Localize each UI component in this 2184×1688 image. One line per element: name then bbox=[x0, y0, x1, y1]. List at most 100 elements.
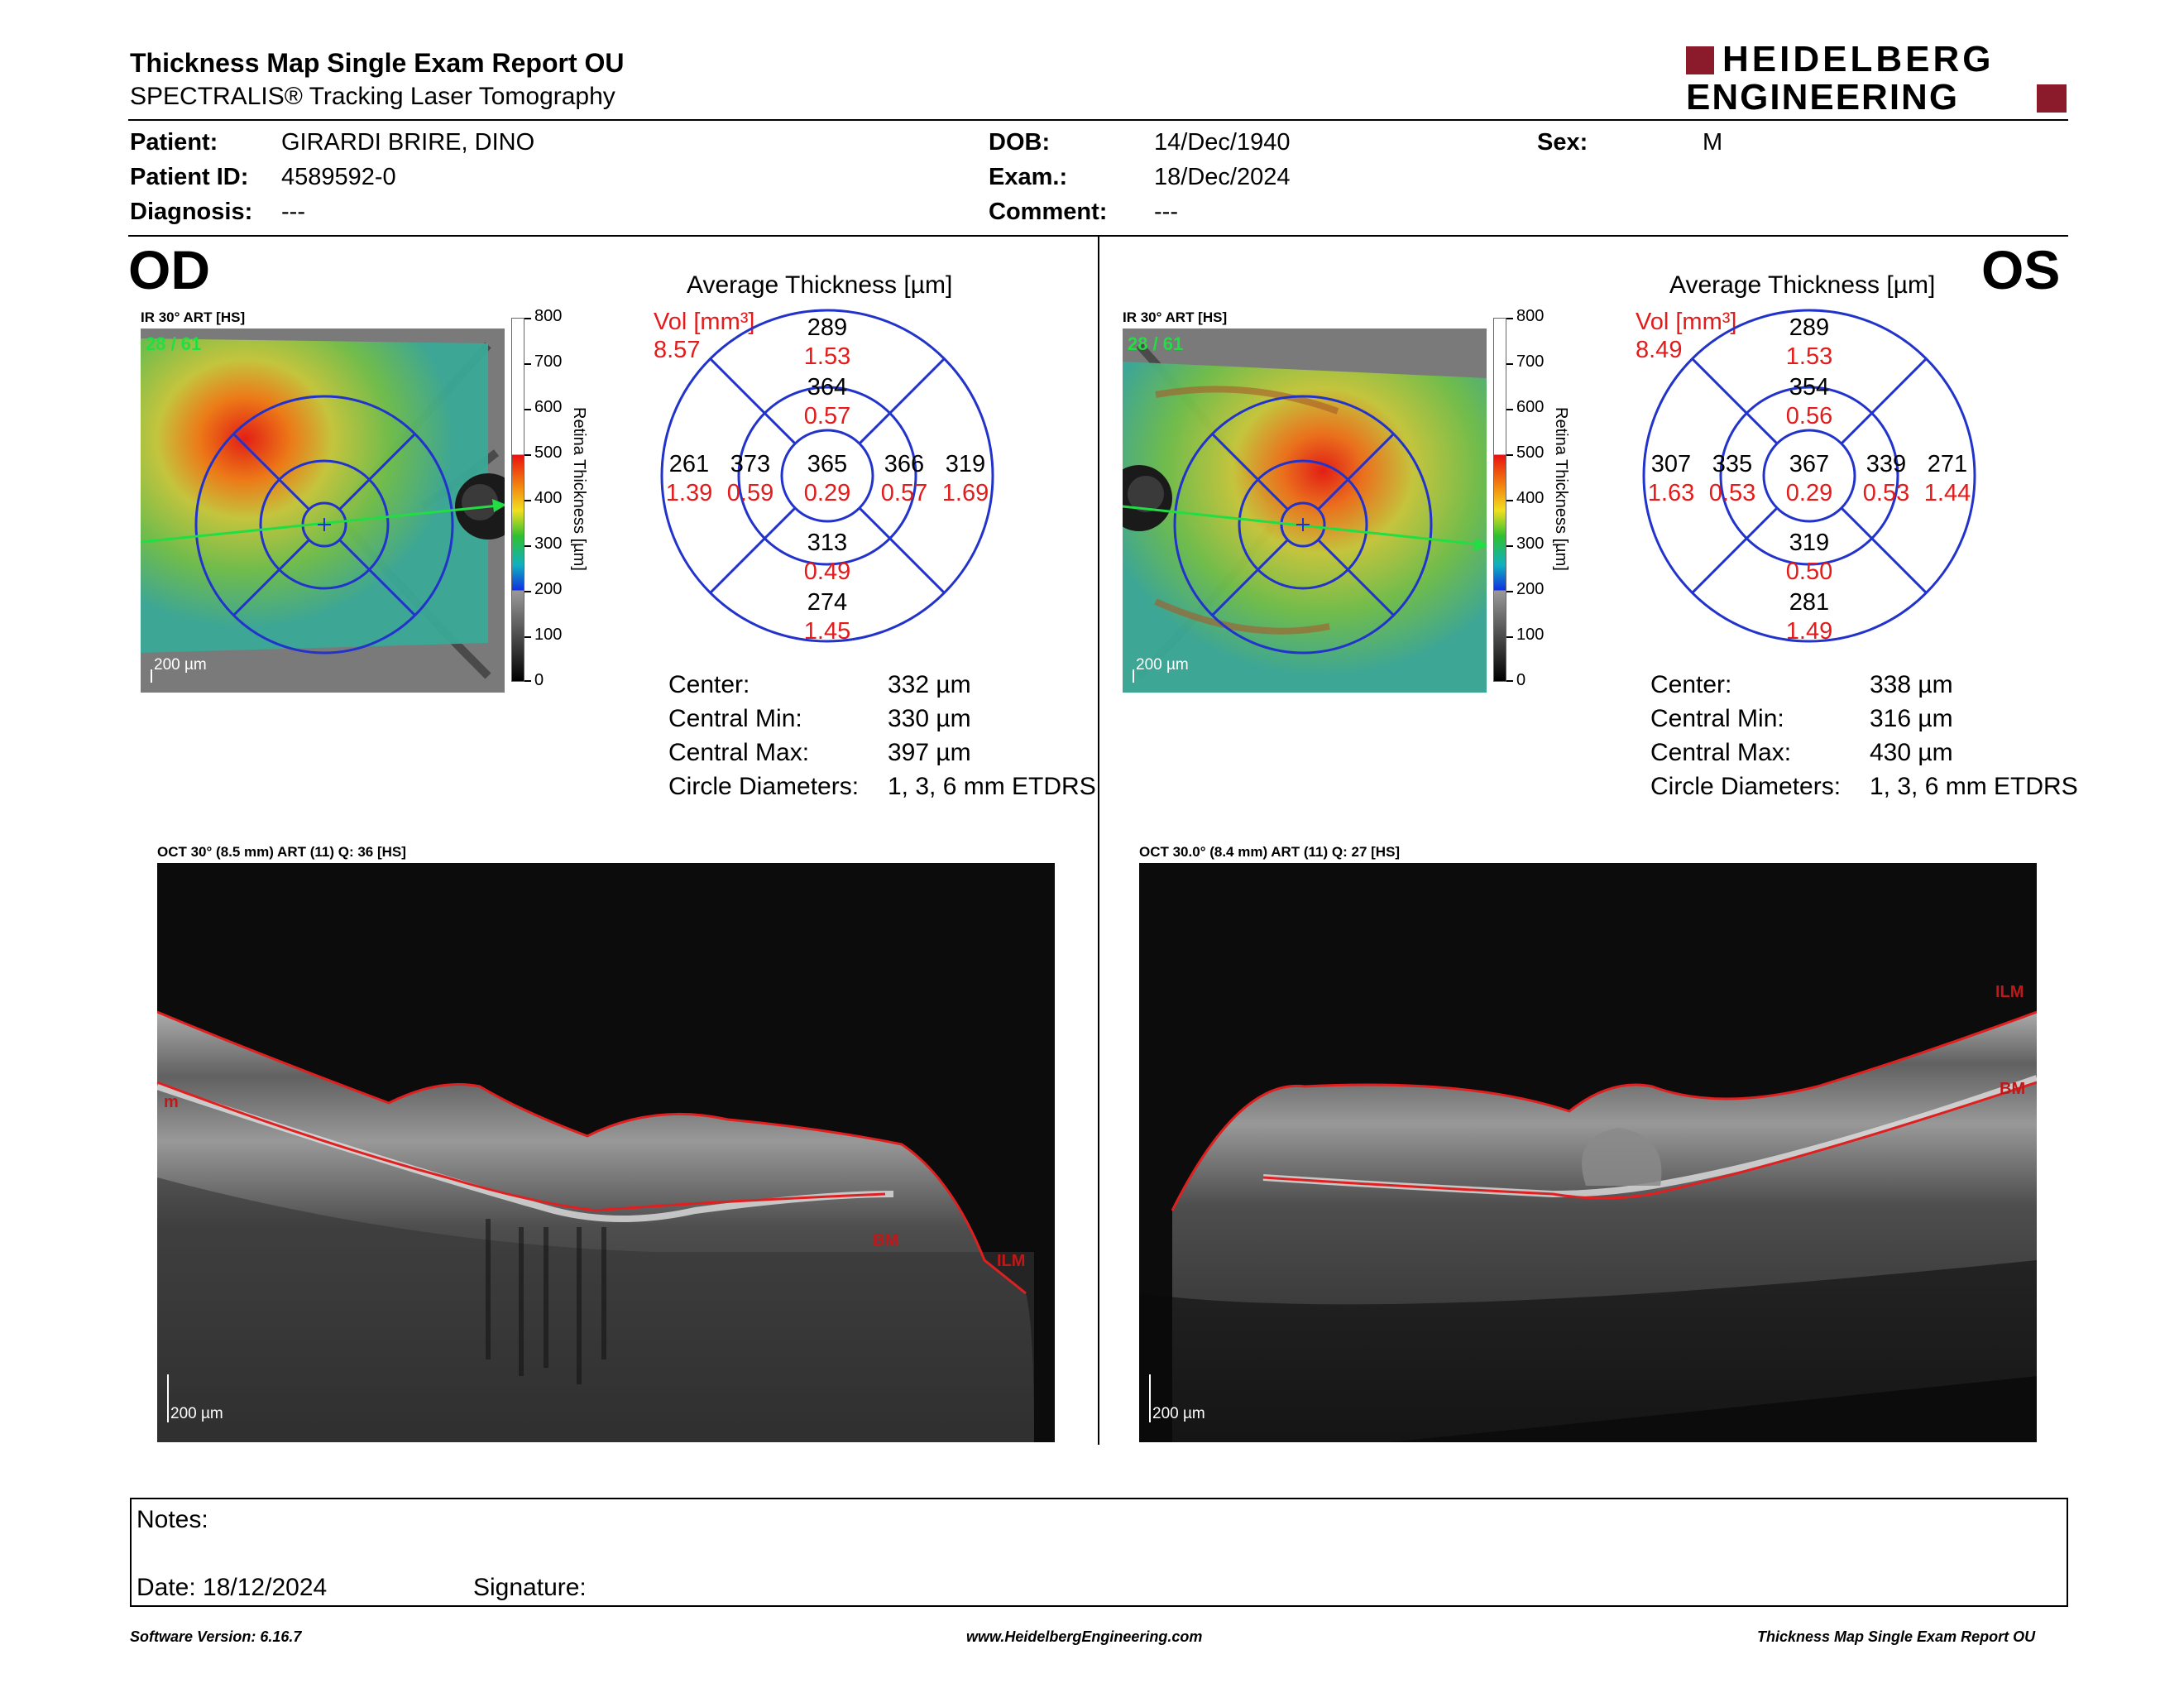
exam-label: Exam.: bbox=[989, 164, 1068, 190]
od-scale-tick-300: 300 bbox=[534, 535, 563, 553]
od-scale-tick-800: 800 bbox=[534, 307, 563, 325]
os-oct-ilm-label: ILM bbox=[1995, 983, 2024, 1001]
os-avg-title: Average Thickness [µm] bbox=[1669, 271, 1936, 299]
od-stat-min-value: 330 µm bbox=[888, 705, 971, 732]
os-sector-outer-bottom-thickness: 281 bbox=[1789, 589, 1830, 616]
logo-square-bottom bbox=[2037, 84, 2067, 113]
diagnosis-label: Diagnosis: bbox=[130, 199, 253, 225]
patient-label: Patient: bbox=[130, 129, 218, 156]
os-stat-min-label: Central Min: bbox=[1650, 705, 1784, 732]
od-scale-ticks bbox=[524, 318, 531, 682]
comment-value: --- bbox=[1154, 199, 1178, 225]
od-sector-inner-right-thickness: 366 bbox=[884, 451, 925, 477]
od-sector-outer-bottom-volume: 1.45 bbox=[803, 618, 851, 645]
od-scale-tick-500: 500 bbox=[534, 444, 563, 462]
patient-id-label: Patient ID: bbox=[130, 164, 249, 190]
od-sector-inner-bottom-volume: 0.49 bbox=[803, 559, 851, 585]
os-frame-counter: 28 / 61 bbox=[1128, 333, 1184, 354]
patient-divider bbox=[128, 235, 2068, 237]
os-oct-bm-label: BM bbox=[2000, 1080, 2026, 1098]
od-vol-value: 8.57 bbox=[654, 337, 701, 363]
os-sector-center-volume: 0.29 bbox=[1785, 480, 1833, 506]
od-thickness-map: 28 / 61 200 µm bbox=[141, 328, 505, 693]
od-scale-tick-400: 400 bbox=[534, 489, 563, 507]
od-sector-outer-top-volume: 1.53 bbox=[803, 343, 851, 370]
od-stat-center-value: 332 µm bbox=[888, 671, 971, 698]
od-sector-inner-right-volume: 0.57 bbox=[880, 480, 928, 506]
os-sector-inner-bottom-volume: 0.50 bbox=[1785, 559, 1833, 585]
od-sector-inner-left-volume: 0.59 bbox=[726, 480, 774, 506]
os-scale-tick-100: 100 bbox=[1516, 626, 1545, 644]
os-sector-inner-right-volume: 0.53 bbox=[1862, 480, 1910, 506]
od-sector-inner-top-thickness: 364 bbox=[807, 374, 848, 400]
od-scale-label: Retina Thickness [µm] bbox=[570, 407, 588, 571]
os-sector-inner-left-volume: 0.53 bbox=[1708, 480, 1756, 506]
od-sector-outer-left-thickness: 261 bbox=[668, 451, 710, 477]
os-sector-outer-right-volume: 1.44 bbox=[1923, 480, 1971, 506]
od-oct-bm-label: BM bbox=[873, 1231, 899, 1249]
sex-label: Sex: bbox=[1537, 129, 1588, 156]
logo-text-top: HEIDELBERG bbox=[1722, 39, 1995, 79]
os-sector-outer-left-thickness: 307 bbox=[1650, 451, 1692, 477]
os-scale-tick-500: 500 bbox=[1516, 444, 1545, 462]
os-scale-tick-400: 400 bbox=[1516, 489, 1545, 507]
os-scale-tick-700: 700 bbox=[1516, 352, 1545, 371]
os-sector-center-thickness: 367 bbox=[1789, 451, 1830, 477]
patient-value: GIRARDI BRIRE, DINO bbox=[281, 129, 535, 156]
footer-website: www.HeidelbergEngineering.com bbox=[966, 1628, 1203, 1645]
od-sector-inner-left-thickness: 373 bbox=[730, 451, 771, 477]
exam-value: 18/Dec/2024 bbox=[1154, 164, 1291, 190]
od-sector-outer-right-volume: 1.69 bbox=[941, 480, 989, 506]
patient-id-value: 4589592-0 bbox=[281, 164, 396, 190]
os-stat-max-value: 430 µm bbox=[1870, 739, 1953, 766]
od-sector-center-thickness: 365 bbox=[807, 451, 848, 477]
od-oct-scalebar-line bbox=[167, 1374, 169, 1422]
heidelberg-logo: HEIDELBERG ENGINEERING bbox=[1686, 41, 2067, 116]
od-stat-diam-value: 1, 3, 6 mm ETDRS bbox=[888, 773, 1096, 800]
os-stat-center-value: 338 µm bbox=[1870, 671, 1953, 698]
os-sector-outer-top-volume: 1.53 bbox=[1785, 343, 1833, 370]
od-map-scalebar: 200 µm bbox=[154, 656, 207, 674]
dob-value: 14/Dec/1940 bbox=[1154, 129, 1291, 156]
od-sector-inner-bottom-thickness: 313 bbox=[807, 530, 848, 556]
od-sector-outer-left-volume: 1.39 bbox=[665, 480, 713, 506]
dob-label: DOB: bbox=[989, 129, 1051, 156]
os-oct-scalebar: 200 µm bbox=[1152, 1405, 1205, 1422]
os-sector-inner-bottom-thickness: 319 bbox=[1789, 530, 1830, 556]
od-scale-tick-600: 600 bbox=[534, 398, 563, 416]
od-stat-min-label: Central Min: bbox=[668, 705, 802, 732]
header-divider bbox=[128, 119, 2068, 121]
os-stat-center-label: Center: bbox=[1650, 671, 1732, 698]
notes-label: Notes: bbox=[136, 1506, 208, 1533]
os-oct-scalebar-line bbox=[1149, 1374, 1151, 1422]
signature-label: Signature: bbox=[473, 1574, 587, 1601]
od-oct-ilm-left-label: m bbox=[164, 1093, 179, 1111]
od-sector-outer-top-thickness: 289 bbox=[807, 314, 848, 341]
od-sector-center-volume: 0.29 bbox=[803, 480, 851, 506]
od-frame-counter: 28 / 61 bbox=[146, 333, 202, 354]
os-vol-value: 8.49 bbox=[1636, 337, 1683, 363]
os-sector-inner-top-thickness: 354 bbox=[1789, 374, 1830, 400]
os-thickness-map: 28 / 61 200 µm bbox=[1123, 328, 1487, 693]
footer-software-version: Software Version: 6.16.7 bbox=[130, 1628, 302, 1645]
od-scale-tick-100: 100 bbox=[534, 626, 563, 644]
os-scale-label: Retina Thickness [µm] bbox=[1552, 407, 1570, 571]
od-scale-tick-0: 0 bbox=[534, 671, 544, 689]
od-sector-outer-right-thickness: 319 bbox=[945, 451, 986, 477]
od-stat-diam-label: Circle Diameters: bbox=[668, 773, 860, 800]
os-map-scalebar-line bbox=[1133, 669, 1134, 683]
os-stat-diam-value: 1, 3, 6 mm ETDRS bbox=[1870, 773, 2078, 800]
os-stat-max-label: Central Max: bbox=[1650, 739, 1792, 766]
os-sector-inner-top-volume: 0.56 bbox=[1785, 403, 1833, 429]
report-title: Thickness Map Single Exam Report OU bbox=[130, 48, 625, 78]
os-scale-ticks bbox=[1506, 318, 1513, 682]
od-stat-max-label: Central Max: bbox=[668, 739, 810, 766]
od-oct-caption: OCT 30° (8.5 mm) ART (11) Q: 36 [HS] bbox=[157, 844, 406, 860]
notes-box[interactable]: Notes: Date: 18/12/2024 Signature: bbox=[130, 1498, 2068, 1607]
od-stat-max-value: 397 µm bbox=[888, 739, 971, 766]
od-oct-ilm-label: ILM bbox=[997, 1252, 1026, 1270]
os-vol-label: Vol [mm³] bbox=[1636, 309, 1737, 335]
od-etdrs-grid bbox=[660, 309, 994, 643]
od-oct-scalebar: 200 µm bbox=[170, 1405, 223, 1422]
os-sector-outer-left-volume: 1.63 bbox=[1647, 480, 1695, 506]
